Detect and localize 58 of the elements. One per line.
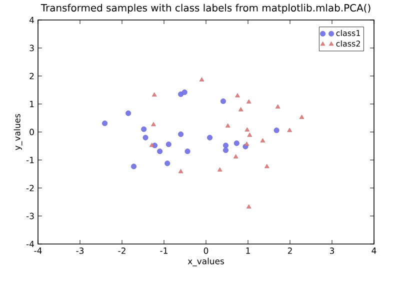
- point: [233, 154, 238, 158]
- point: [178, 131, 184, 137]
- point: [178, 169, 184, 174]
- point: [217, 167, 222, 172]
- point: [234, 140, 240, 146]
- x-tick-label: 0: [204, 248, 208, 254]
- point: [225, 123, 230, 128]
- point: [182, 89, 188, 95]
- point: [207, 134, 213, 140]
- point: [246, 204, 252, 208]
- x-tick-label: -3: [76, 248, 84, 254]
- point: [247, 132, 252, 137]
- point: [152, 92, 157, 96]
- y-tick-label: 3: [30, 44, 34, 52]
- y-tick-label: -1: [26, 156, 34, 164]
- point: [299, 114, 304, 119]
- point: [260, 138, 266, 142]
- point: [164, 160, 170, 166]
- point: [151, 122, 156, 126]
- point: [166, 142, 172, 148]
- point: [244, 127, 250, 132]
- x-tick-label: -2: [118, 248, 126, 254]
- point: [184, 148, 190, 154]
- point: [220, 98, 226, 104]
- point: [142, 134, 148, 140]
- point: [246, 99, 252, 104]
- x-tick-label: -4: [34, 248, 42, 254]
- point: [131, 164, 137, 170]
- y-tick-label: 4: [30, 16, 34, 24]
- point: [126, 110, 132, 116]
- point: [157, 148, 163, 154]
- x-axis-title: x_values: [188, 258, 224, 266]
- x-tick-label: 3: [330, 248, 334, 254]
- point: [222, 142, 228, 148]
- point: [287, 128, 292, 132]
- point: [235, 93, 240, 98]
- y-tick-label: 1: [30, 100, 34, 108]
- chart-title: Transformed samples with class labels from matplotlib.mlab.PCA(): [40, 4, 370, 14]
- point: [149, 142, 154, 147]
- x-tick-label: 1: [246, 248, 250, 254]
- point: [222, 147, 228, 153]
- x-tick-label: -1: [160, 248, 168, 254]
- y-tick-label: -2: [26, 184, 34, 192]
- point: [102, 120, 108, 126]
- point: [244, 142, 250, 146]
- point: [264, 164, 270, 168]
- y-tick-label: -3: [26, 212, 34, 220]
- y-axis-title: y_values: [14, 114, 22, 150]
- x-tick-label: 4: [372, 248, 376, 254]
- point: [274, 128, 280, 134]
- point: [275, 104, 280, 109]
- point: [199, 77, 204, 82]
- y-tick-label: 0: [30, 128, 34, 136]
- x-tick-label: 2: [288, 248, 292, 254]
- point: [141, 126, 147, 132]
- y-tick-label: 2: [30, 72, 34, 80]
- point: [238, 107, 244, 112]
- y-tick-label: -4: [26, 240, 34, 248]
